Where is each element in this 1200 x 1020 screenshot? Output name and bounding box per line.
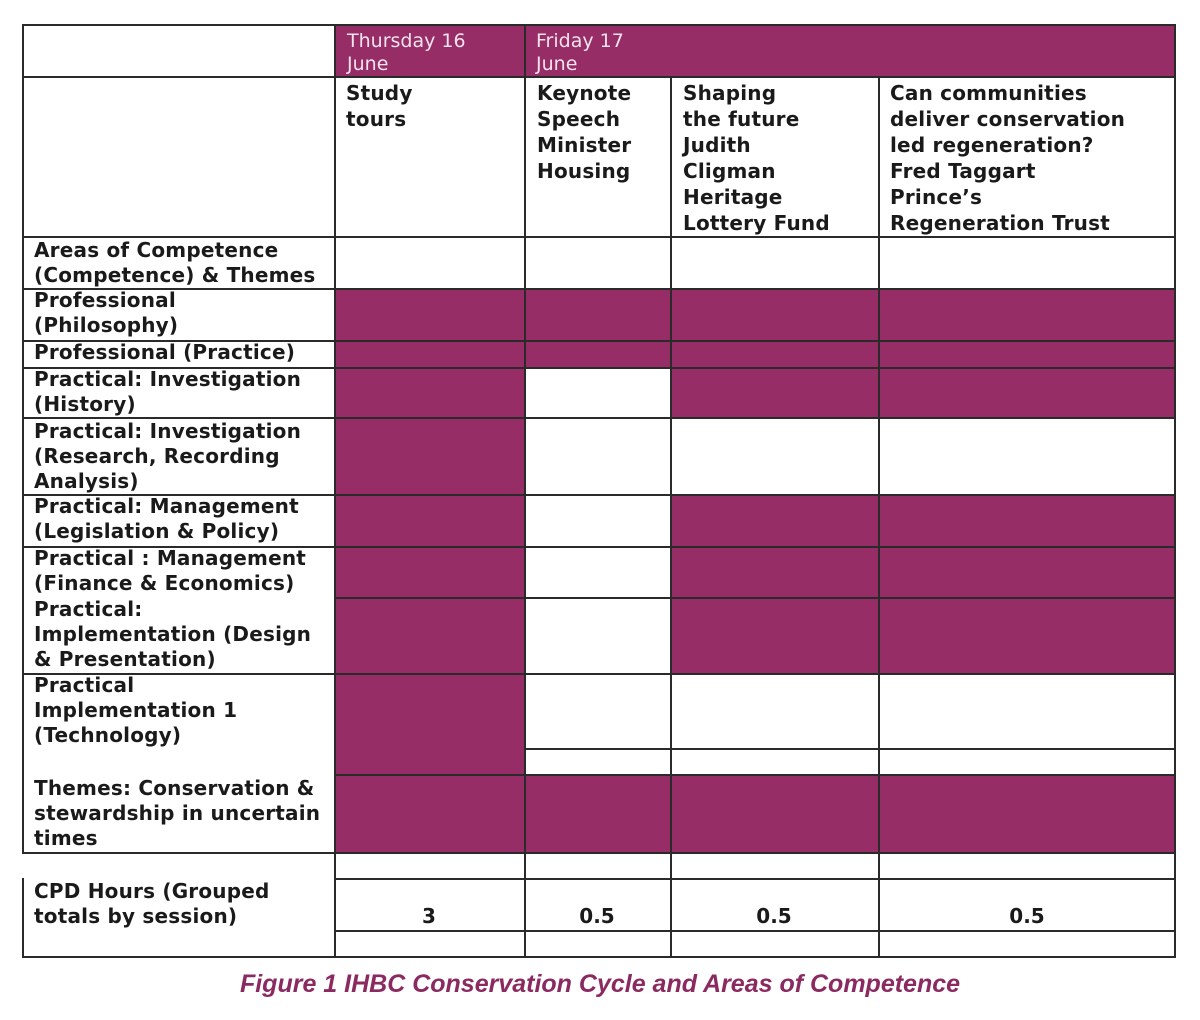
grid-line-vertical <box>878 76 880 958</box>
row-label-management-finance: Practical : Management (Finance & Econom… <box>34 546 307 595</box>
session-shaping-the-future: Shaping the future Judith Cligman Herita… <box>683 81 830 235</box>
header-day-bar <box>334 24 1176 76</box>
grid-line-horizontal <box>334 878 1176 880</box>
competence-cell-highlighted <box>878 367 1176 417</box>
competence-cell-highlighted <box>334 774 524 852</box>
cpd-value-shaping: 0.5 <box>756 904 792 928</box>
row-label-investigation-history: Practical: Investigation (History) <box>34 367 302 416</box>
grid-line-horizontal <box>334 597 1176 599</box>
competence-cell-highlighted <box>334 417 524 494</box>
competence-cell-highlighted <box>670 774 878 852</box>
grid-line-horizontal <box>524 748 1176 750</box>
grid-line-horizontal <box>22 956 334 958</box>
session-can-communities: Can communities deliver conservation led… <box>890 81 1126 235</box>
cpd-value-study-tours: 3 <box>422 904 436 928</box>
day-friday: Friday 17 June <box>536 30 624 75</box>
row-label-areas-of-competence: Areas of Competence (Competence) & Theme… <box>34 238 316 287</box>
grid-line-horizontal <box>22 673 1176 675</box>
grid-line-horizontal <box>22 340 1176 342</box>
competence-cell-highlighted <box>670 288 878 340</box>
session-keynote-speech: Keynote Speech Minister Housing <box>537 81 632 183</box>
competence-cell-highlighted <box>878 546 1176 597</box>
grid-line-vertical <box>524 24 526 958</box>
row-label-professional-philosophy: Professional (Philosophy) <box>34 288 179 337</box>
competence-cell-highlighted <box>334 288 524 340</box>
row-label-implementation-design: Practical: Implementation (Design & Pres… <box>34 597 312 671</box>
competence-cell-highlighted <box>334 597 524 673</box>
competence-cell-highlighted <box>878 340 1176 367</box>
cpd-value-communities: 0.5 <box>1009 904 1045 928</box>
competence-cell-highlighted <box>878 774 1176 852</box>
grid-line-horizontal <box>334 852 1176 854</box>
row-label-implementation-technology: Practical Implementation 1 (Technology) <box>34 673 238 747</box>
figure-caption: Figure 1 IHBC Conservation Cycle and Are… <box>239 970 961 998</box>
session-study-tours: Study tours <box>346 81 413 131</box>
competence-cell-highlighted <box>524 340 670 367</box>
grid-line-horizontal <box>334 930 1176 932</box>
competence-cell-highlighted <box>878 494 1176 546</box>
competence-cell-highlighted <box>670 340 878 367</box>
row-label-cpd-hours: CPD Hours (Grouped totals by session) <box>34 879 270 928</box>
grid-line-vertical <box>22 24 24 852</box>
competence-cell-highlighted <box>670 597 878 673</box>
competence-cell-highlighted <box>524 774 670 852</box>
grid-line-horizontal <box>334 774 1176 776</box>
grid-line-horizontal <box>22 367 1176 369</box>
grid-line-vertical <box>334 24 336 958</box>
competence-cell-highlighted <box>524 288 670 340</box>
grid-line-vertical <box>1174 24 1176 958</box>
row-label-professional-practice: Professional (Practice) <box>34 340 296 364</box>
competence-cell-highlighted <box>334 494 524 546</box>
competence-cell-highlighted <box>670 367 878 417</box>
competence-cell-highlighted <box>334 546 524 597</box>
grid-line-horizontal <box>22 76 1176 78</box>
grid-line-horizontal <box>22 852 334 854</box>
row-label-themes: Themes: Conservation & stewardship in un… <box>34 776 321 850</box>
grid-line-vertical <box>670 76 672 958</box>
competence-cell-highlighted <box>670 494 878 546</box>
grid-line-horizontal <box>22 236 1176 238</box>
grid-line-horizontal <box>22 546 1176 548</box>
competence-table: Thursday 16 June Friday 17 June Study to… <box>22 24 1176 958</box>
grid-line-horizontal <box>22 417 1176 419</box>
competence-cell-highlighted <box>334 340 524 367</box>
grid-line-horizontal <box>22 24 1176 26</box>
row-label-management-legislation: Practical: Management (Legislation & Pol… <box>34 494 299 543</box>
competence-cell-highlighted <box>670 546 878 597</box>
grid-line-horizontal <box>22 288 1176 290</box>
row-label-investigation-research: Practical: Investigation (Research, Reco… <box>34 419 302 493</box>
competence-cell-highlighted <box>334 367 524 417</box>
grid-line-horizontal <box>22 494 1176 496</box>
competence-cell-highlighted <box>878 597 1176 673</box>
competence-cell-highlighted <box>878 288 1176 340</box>
grid-line-vertical <box>22 878 24 958</box>
competence-cell-highlighted <box>334 673 524 774</box>
cpd-value-keynote: 0.5 <box>579 904 615 928</box>
day-thursday: Thursday 16 June <box>347 30 466 75</box>
grid-line-horizontal <box>22 956 1176 958</box>
